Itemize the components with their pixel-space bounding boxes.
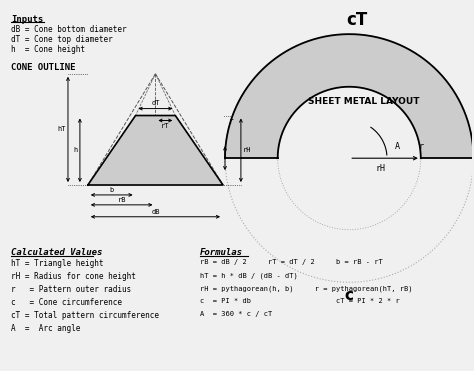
Text: c: c [345, 288, 354, 303]
Text: rH = Radius for cone height: rH = Radius for cone height [11, 272, 136, 281]
Text: SHEET METAL LAYOUT: SHEET METAL LAYOUT [309, 97, 420, 106]
Text: hT = h * dB / (dB - dT): hT = h * dB / (dB - dT) [200, 272, 298, 279]
Text: dT = Cone top diameter: dT = Cone top diameter [11, 35, 113, 44]
Text: hT = Triangle height: hT = Triangle height [11, 259, 104, 269]
Text: r   = Pattern outer radius: r = Pattern outer radius [11, 285, 132, 294]
Polygon shape [88, 115, 223, 185]
Text: Inputs: Inputs [11, 15, 44, 24]
Text: dB = Cone bottom diameter: dB = Cone bottom diameter [11, 25, 127, 34]
Text: CONE OUTLINE: CONE OUTLINE [11, 63, 76, 72]
Text: h: h [73, 147, 78, 153]
Text: h  = Cone height: h = Cone height [11, 45, 85, 54]
Text: A  = 360 * c / cT: A = 360 * c / cT [200, 311, 273, 317]
Text: dB: dB [151, 209, 160, 215]
Text: r: r [229, 117, 234, 126]
Text: rB: rB [118, 197, 126, 203]
Text: c  = PI * db                    cT = PI * 2 * r: c = PI * db cT = PI * 2 * r [200, 298, 400, 304]
Text: r: r [419, 142, 424, 151]
Text: b: b [109, 187, 114, 193]
Text: rH: rH [375, 164, 385, 173]
Text: cT = Total pattern circumference: cT = Total pattern circumference [11, 311, 159, 320]
Text: Calculated Values: Calculated Values [11, 247, 103, 256]
Polygon shape [225, 34, 474, 158]
Text: hT: hT [57, 127, 66, 132]
Text: cT: cT [346, 11, 368, 29]
Text: c   = Cone circumference: c = Cone circumference [11, 298, 122, 307]
Text: rH: rH [243, 147, 251, 153]
Text: dT: dT [151, 99, 160, 106]
Text: rT: rT [161, 124, 170, 129]
Text: rH = pythagorean(h, b)     r = pythagorean(hT, rB): rH = pythagorean(h, b) r = pythagorean(h… [200, 285, 413, 292]
Text: rB = dB / 2     rT = dT / 2     b = rB - rT: rB = dB / 2 rT = dT / 2 b = rB - rT [200, 259, 383, 265]
Text: A  =  Arc angle: A = Arc angle [11, 324, 81, 333]
Text: Formulas: Formulas [200, 247, 243, 256]
Text: A: A [394, 142, 400, 151]
